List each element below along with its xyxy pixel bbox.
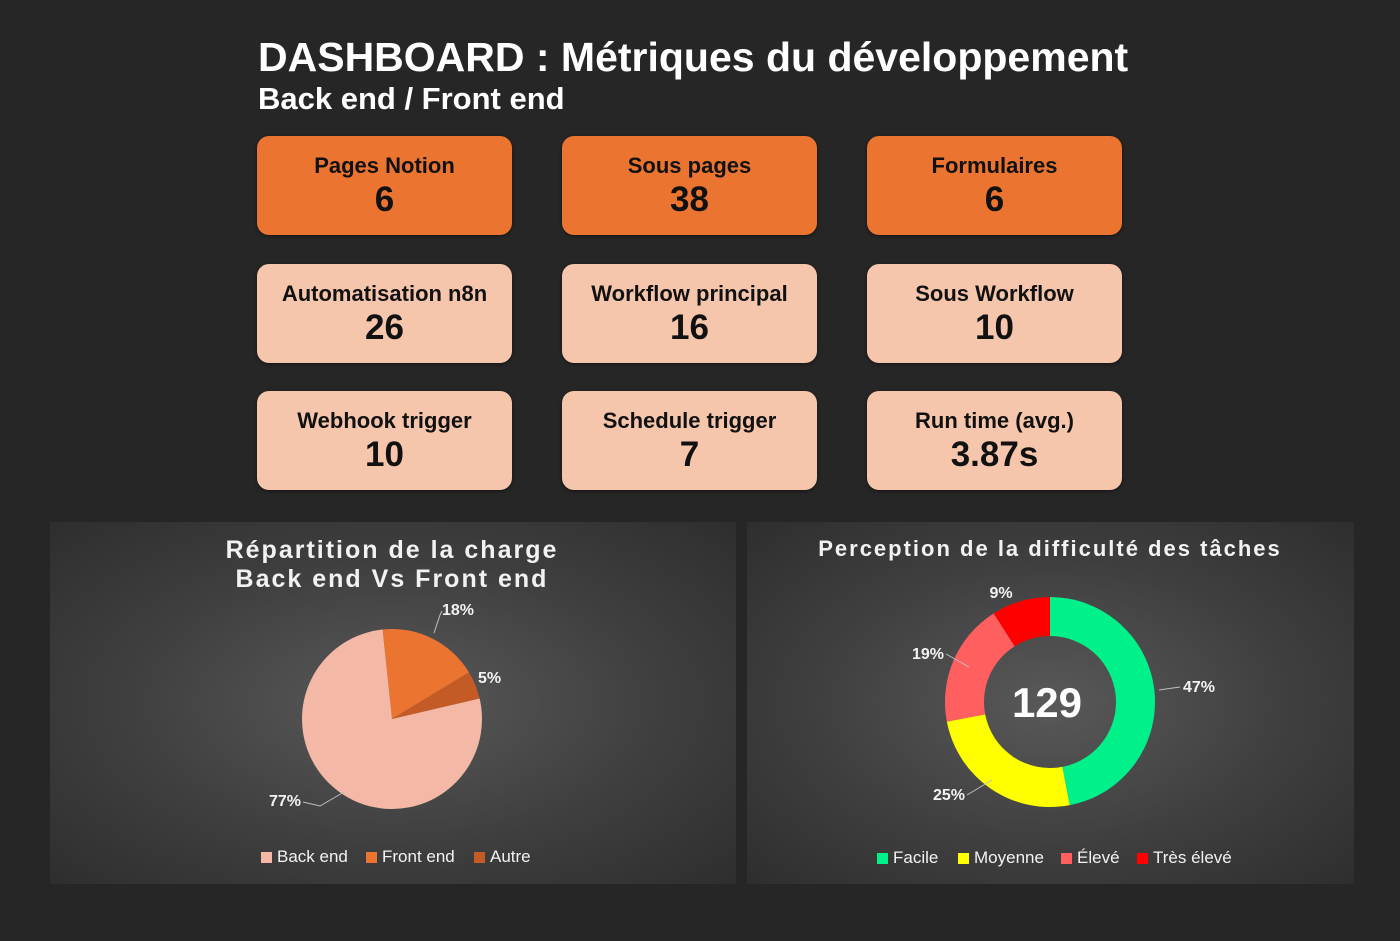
legend-label-facile: Facile <box>893 848 938 867</box>
kpi-label: Sous Workflow <box>915 280 1074 306</box>
donut-chart: Perception de la difficulté des tâches 4… <box>818 536 1282 867</box>
donut-slice-moyenne <box>946 714 1070 807</box>
kpi-card-schedule-trigger: Schedule trigger 7 <box>562 391 817 490</box>
pie-slice-front-end <box>382 629 469 719</box>
kpi-label: Webhook trigger <box>297 407 472 433</box>
legend-label-front-end: Front end <box>382 847 455 866</box>
pie-leader-line <box>433 610 443 634</box>
legend-swatch-back-end <box>261 852 272 863</box>
donut-data-label: 19% <box>912 646 944 663</box>
legend-label-back-end: Back end <box>277 847 348 866</box>
kpi-label: Workflow principal <box>591 280 788 306</box>
donut-slice-eleve <box>945 613 1015 722</box>
pie-slice-back-end <box>302 629 482 810</box>
kpi-value: 38 <box>670 179 709 219</box>
pie-leader-line <box>302 791 345 807</box>
donut-chart-panel: Perception de la difficulté des tâches 4… <box>747 522 1354 884</box>
donut-data-label: 9% <box>989 585 1012 602</box>
legend-swatch-autre <box>474 852 485 863</box>
kpi-card-pages-notion: Pages Notion 6 <box>257 136 512 235</box>
legend-label-tres-eleve: Très élevé <box>1153 848 1232 867</box>
kpi-card-run-time: Run time (avg.) 3.87s <box>867 391 1122 490</box>
pie-data-label: 77% <box>269 793 301 810</box>
donut-chart-title: Perception de la difficulté des tâches <box>818 536 1282 561</box>
kpi-value: 26 <box>365 307 404 347</box>
kpi-label: Run time (avg.) <box>915 407 1074 433</box>
dashboard-header: DASHBOARD : Métriques du développement B… <box>258 34 1128 118</box>
donut-leader-line <box>966 779 993 796</box>
kpi-value: 3.87s <box>950 434 1039 474</box>
legend-swatch-front-end <box>366 852 377 863</box>
kpi-value: 7 <box>679 434 700 474</box>
pie-chart-title: Répartition de la charge <box>226 536 559 564</box>
kpi-card-sous-pages: Sous pages 38 <box>562 136 817 235</box>
kpi-card-sous-workflow: Sous Workflow 10 <box>867 264 1122 363</box>
kpi-label: Formulaires <box>931 152 1058 178</box>
kpi-value: 6 <box>984 179 1005 219</box>
kpi-value: 6 <box>374 179 395 219</box>
kpi-value: 10 <box>365 434 404 474</box>
legend-swatch-eleve <box>1061 853 1072 864</box>
kpi-label: Pages Notion <box>314 152 455 178</box>
donut-data-label: 47% <box>1183 679 1215 696</box>
legend-swatch-moyenne <box>958 853 969 864</box>
kpi-label: Automatisation n8n <box>281 280 488 306</box>
pie-chart: Répartition de la charge Back end Vs Fro… <box>226 536 559 866</box>
kpi-card-formulaires: Formulaires 6 <box>867 136 1122 235</box>
page-title: DASHBOARD : Métriques du développement <box>258 34 1129 80</box>
legend-swatch-tres-eleve <box>1137 853 1148 864</box>
legend-label-moyenne: Moyenne <box>974 848 1044 867</box>
page-subtitle: Back end / Front end <box>258 81 565 116</box>
donut-data-label: 25% <box>933 787 965 804</box>
pie-chart-panel: Répartition de la charge Back end Vs Fro… <box>50 522 736 884</box>
kpi-label: Sous pages <box>627 152 752 178</box>
pie-data-label: 5% <box>478 670 501 687</box>
legend-label-autre: Autre <box>490 847 531 866</box>
pie-slice-autre <box>392 672 480 719</box>
donut-leader-line <box>1158 686 1181 691</box>
kpi-card-workflow-principal: Workflow principal 16 <box>562 264 817 363</box>
pie-chart-subtitle: Back end Vs Front end <box>236 565 549 593</box>
donut-leader-line <box>945 653 970 668</box>
kpi-card-automatisation-n8n: Automatisation n8n 26 <box>257 264 512 363</box>
kpi-label: Schedule trigger <box>602 407 777 433</box>
kpi-value: 10 <box>975 307 1014 347</box>
donut-center-value: 129 <box>1012 679 1082 726</box>
legend-label-eleve: Élevé <box>1077 848 1120 867</box>
kpi-card-webhook-trigger: Webhook trigger 10 <box>257 391 512 490</box>
donut-slice-tres-eleve <box>993 597 1050 647</box>
legend-swatch-facile <box>877 853 888 864</box>
kpi-value: 16 <box>670 307 709 347</box>
pie-data-label: 18% <box>442 602 474 619</box>
donut-slice-facile <box>1050 597 1155 806</box>
